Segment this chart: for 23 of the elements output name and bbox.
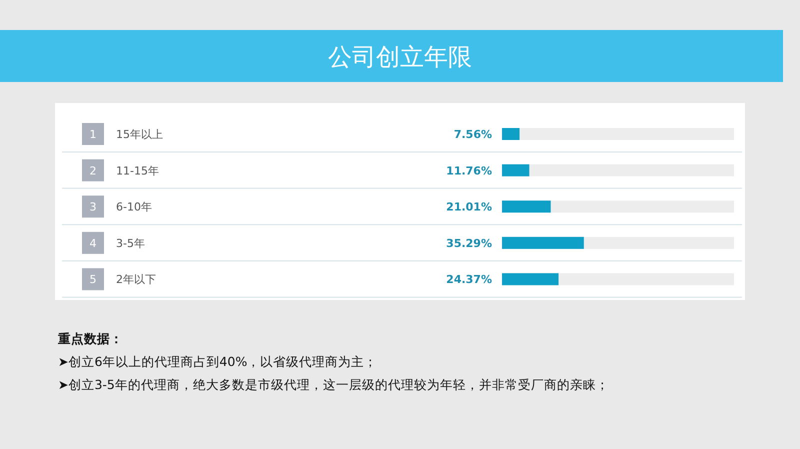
y-tick-label: 15年以上 bbox=[116, 128, 163, 141]
text: 2 bbox=[90, 164, 96, 178]
data-label: 11.76% bbox=[446, 164, 492, 178]
text: 3 bbox=[90, 200, 96, 214]
bar bbox=[502, 273, 559, 286]
text: ➤创立6年以上的代理商占到40%，以省级代理商为主； bbox=[58, 354, 378, 369]
data-label: 7.56% bbox=[454, 128, 492, 141]
data-label: 21.01% bbox=[446, 200, 492, 214]
bar bbox=[502, 128, 520, 140]
text: 重点数据： bbox=[57, 331, 123, 346]
y-tick-label: 3-5年 bbox=[116, 236, 145, 250]
y-tick-label: 6-10年 bbox=[116, 200, 152, 214]
text: 1 bbox=[90, 128, 96, 141]
text: ➤创立3-5年的代理商，绝大多数是市级代理，这一层级的代理较为年轻，并非常受厂商的亲睐； bbox=[58, 377, 609, 392]
bar bbox=[502, 200, 551, 213]
y-tick-label: 11-15年 bbox=[116, 164, 159, 178]
data-label: 24.37% bbox=[446, 273, 492, 286]
text: 5 bbox=[90, 273, 96, 286]
data-label: 35.29% bbox=[446, 236, 492, 250]
text: 4 bbox=[90, 236, 96, 250]
bar bbox=[502, 164, 530, 176]
chart-title: 公司创立年限 bbox=[328, 43, 472, 71]
y-tick-label: 2年以下 bbox=[116, 273, 156, 286]
